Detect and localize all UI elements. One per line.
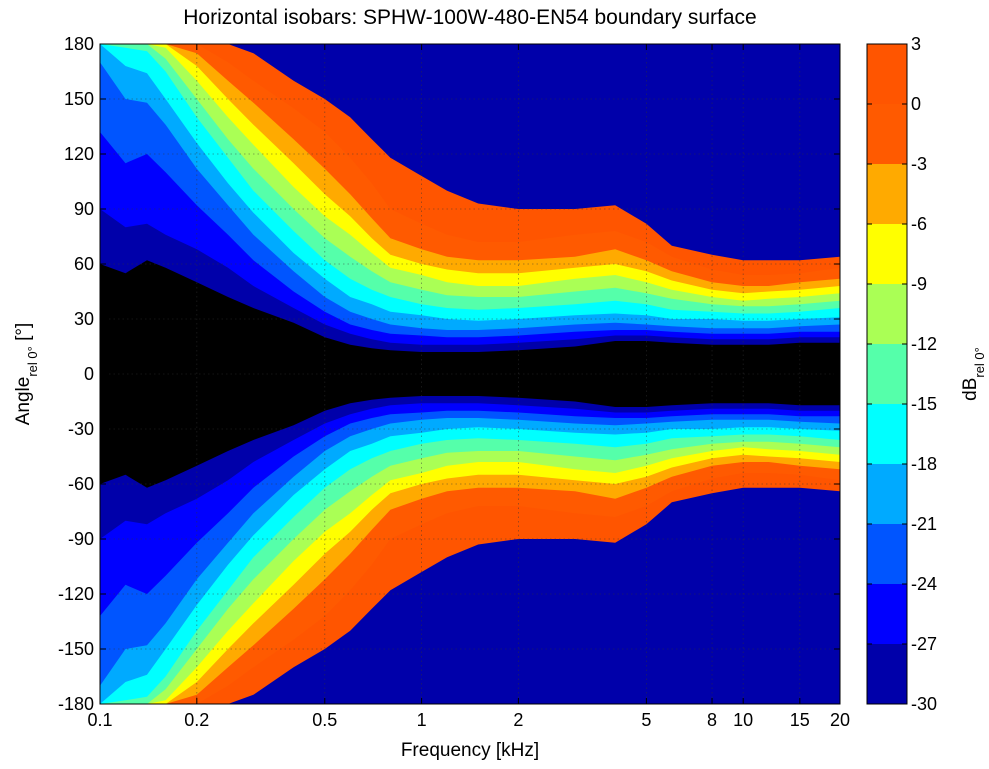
colorbar-swatch	[867, 464, 907, 524]
y-tick-label: -180	[58, 694, 94, 714]
y-axis: 180 150 120 90 60 30 0 -30 -60 -90 -120 -150 -180	[58, 34, 840, 714]
colorbar-tick-label: -12	[911, 334, 937, 354]
x-tick-label: 1	[417, 710, 427, 730]
colorbar-tick-label: 0	[911, 94, 921, 114]
colorbar-swatch	[867, 584, 907, 644]
colorbar-tick-label: -6	[911, 214, 927, 234]
y-tick-label: 120	[64, 144, 94, 164]
colorbar-tick-label: -21	[911, 514, 937, 534]
x-tick-label: 8	[707, 710, 717, 730]
y-tick-label: 0	[84, 364, 94, 384]
x-tick-label: 10	[733, 710, 753, 730]
y-tick-label: 90	[74, 199, 94, 219]
grid-lines	[100, 44, 840, 704]
colorbar-swatch	[867, 224, 907, 284]
colorbar-tick-label: -15	[911, 394, 937, 414]
chart-title: Horizontal isobars: SPHW-100W-480-EN54 b…	[183, 6, 757, 29]
colorbar: 3 0 -3 -6 -9 -12 -15 -18 -21 -24 -27 -30	[867, 34, 937, 714]
colorbar-tick-label: 3	[911, 34, 921, 54]
colorbar-frame	[866, 43, 908, 705]
x-tick-label: 2	[513, 710, 523, 730]
colorbar-swatch	[867, 644, 907, 704]
colorbar-swatch	[867, 284, 907, 344]
y-tick-label: -120	[58, 584, 94, 604]
colorbar-swatch	[867, 104, 907, 164]
colorbar-tick-label: -30	[911, 694, 937, 714]
x-tick-label: 0.2	[184, 710, 209, 730]
x-tick-label: 5	[641, 710, 651, 730]
y-tick-label: 60	[74, 254, 94, 274]
colorbar-label-main: dB	[960, 378, 981, 401]
y-axis-label: Anglerel 0° [°]	[13, 323, 40, 426]
x-axis: 0.1 0.2 0.5 1 2 5 8 10 15 20	[87, 44, 850, 730]
colorbar-tick-label: -9	[911, 274, 927, 294]
colorbar-tick-label: -18	[911, 454, 937, 474]
colorbar-tick-label: -24	[911, 574, 937, 594]
y-tick-label: -30	[68, 419, 94, 439]
x-tick-label: 0.5	[312, 710, 337, 730]
y-tick-label: -150	[58, 639, 94, 659]
colorbar-label: dBrel 0°	[960, 347, 987, 401]
colorbar-swatch	[867, 404, 907, 464]
y-axis-label-sub: rel 0°	[25, 346, 40, 377]
x-tick-label: 15	[790, 710, 810, 730]
y-tick-label: -60	[68, 474, 94, 494]
x-tick-label: 20	[830, 710, 850, 730]
y-tick-label: 30	[74, 309, 94, 329]
colorbar-swatch	[867, 344, 907, 404]
x-tick-label: 0.1	[87, 710, 112, 730]
colorbar-swatch	[867, 164, 907, 224]
colorbar-tick-label: -3	[911, 154, 927, 174]
y-axis-label-main: Angle	[13, 377, 34, 426]
y-tick-label: 180	[64, 34, 94, 54]
y-tick-label: -90	[68, 529, 94, 549]
colorbar-tick-label: -27	[911, 634, 937, 654]
x-axis-label: Frequency [kHz]	[401, 740, 539, 761]
y-tick-label: 150	[64, 89, 94, 109]
colorbar-label-sub: rel 0°	[972, 347, 987, 378]
colorbar-swatch	[867, 524, 907, 584]
colorbar-swatch	[867, 44, 907, 104]
y-axis-label-unit: [°]	[13, 323, 34, 346]
